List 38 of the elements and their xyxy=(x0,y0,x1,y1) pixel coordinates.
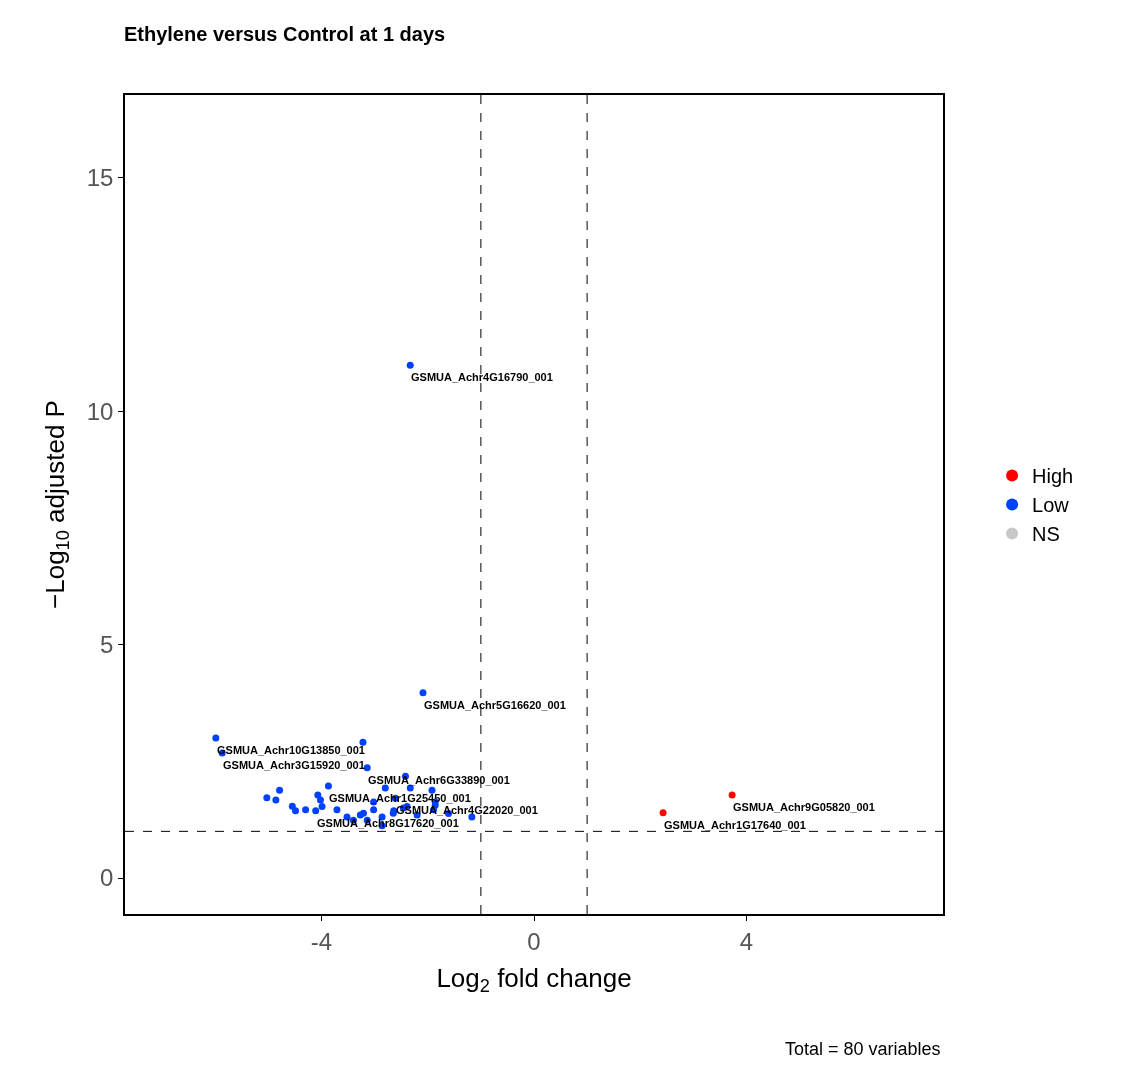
y-tick-label: 15 xyxy=(86,164,114,192)
point xyxy=(324,782,332,790)
point xyxy=(212,734,220,742)
y-tick-label: 0 xyxy=(100,864,114,892)
x-tick-label: 4 xyxy=(739,927,754,955)
point xyxy=(314,791,322,799)
point xyxy=(312,807,320,815)
annotation: GSMUA_Achr1G17640_001 xyxy=(664,819,806,831)
point xyxy=(419,689,427,697)
point xyxy=(318,803,326,811)
x-tick-label: -4 xyxy=(310,927,333,955)
y-tick-label: 5 xyxy=(100,630,114,658)
x-axis-title: Log$_{2}$ fold change xyxy=(436,962,632,997)
legend-label: High xyxy=(1032,465,1074,488)
legend-label: NS xyxy=(1032,523,1060,546)
point xyxy=(428,786,436,794)
text: Total = 80 variables xyxy=(785,1039,941,1059)
y-tick-label: 10 xyxy=(86,397,114,425)
point xyxy=(302,806,310,814)
point xyxy=(359,738,367,746)
point xyxy=(316,796,324,804)
point xyxy=(659,809,667,817)
annotation: GSMUA_Achr10G13850_001 xyxy=(217,744,365,756)
point xyxy=(370,806,378,814)
legend-label: Low xyxy=(1032,494,1070,517)
point xyxy=(272,796,280,804)
chart-title: Ethylene versus Control at 1 days xyxy=(123,22,446,45)
annotation: GSMUA_Achr3G15920_001 xyxy=(223,759,365,771)
point xyxy=(728,791,736,799)
point xyxy=(333,806,341,814)
annotation: GSMUA_Achr4G16790_001 xyxy=(411,371,553,383)
annotation: GSMUA_Achr9G05820_001 xyxy=(733,801,875,813)
x-tick-label: 0 xyxy=(527,927,541,955)
point xyxy=(263,794,271,802)
point xyxy=(406,361,414,369)
point xyxy=(292,807,300,815)
point xyxy=(276,786,284,794)
annotation: GSMUA_Achr5G16620_001 xyxy=(424,699,566,711)
